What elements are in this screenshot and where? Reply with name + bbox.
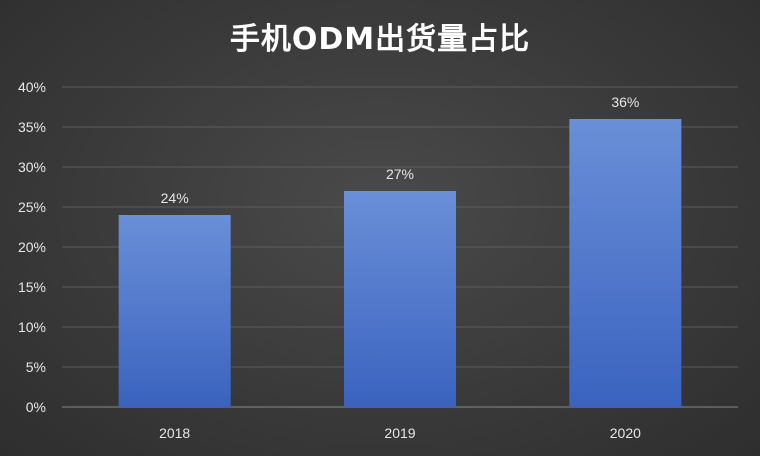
- x-tick-label: 2019: [384, 425, 415, 441]
- data-label-2020: 36%: [611, 94, 639, 110]
- data-label-2019: 27%: [386, 166, 414, 182]
- y-tick-label: 0%: [26, 399, 46, 415]
- y-tick-label: 40%: [18, 79, 46, 95]
- y-axis: 0% 5% 10% 15% 20% 25% 30% 35% 40%: [18, 79, 46, 415]
- y-tick-label: 30%: [18, 159, 46, 175]
- y-tick-label: 25%: [18, 199, 46, 215]
- x-axis: 2018 2019 2020: [159, 425, 641, 441]
- bar-2019: [344, 191, 456, 407]
- y-tick-label: 10%: [18, 319, 46, 335]
- y-tick-label: 5%: [26, 359, 46, 375]
- bar-2018: [118, 215, 231, 407]
- x-tick-label: 2020: [610, 425, 641, 441]
- chart-title: 手机ODM出货量占比: [229, 22, 531, 57]
- bar-2020: [569, 119, 682, 407]
- y-tick-label: 15%: [18, 279, 46, 295]
- y-tick-label: 35%: [18, 119, 46, 135]
- y-tick-label: 20%: [18, 239, 46, 255]
- x-tick-label: 2018: [159, 425, 190, 441]
- bars: 24% 27% 36%: [118, 94, 682, 407]
- data-label-2018: 24%: [161, 190, 189, 206]
